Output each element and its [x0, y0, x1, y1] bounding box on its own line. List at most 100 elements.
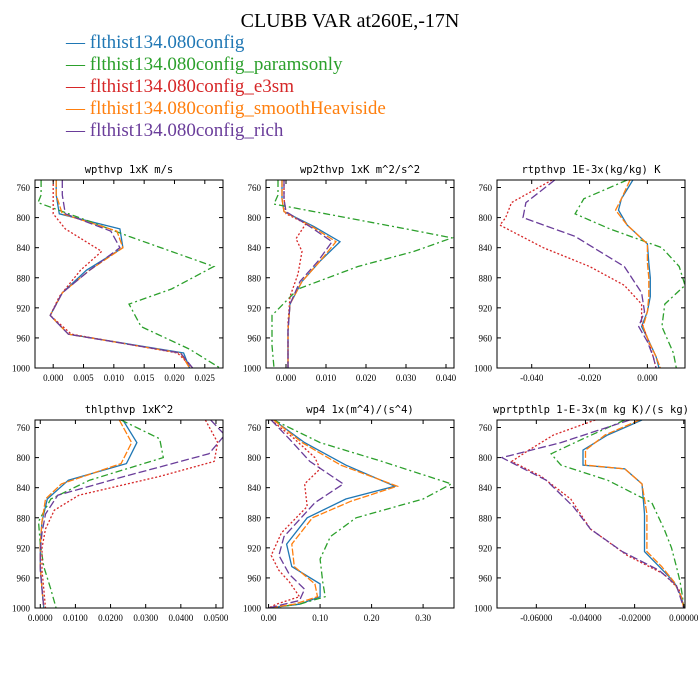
series-line-3	[41, 420, 219, 608]
x-tick-label: 0.020	[164, 373, 185, 383]
legend-swatch-3: —	[66, 76, 90, 97]
legend-label-2: flthist134.080config_paramsonly	[89, 54, 343, 75]
x-tick-label: 0.000	[276, 373, 297, 383]
x-tick-label: 0.020	[356, 373, 377, 383]
chart-title: CLUBB VAR at260E,-17N	[240, 10, 460, 32]
legend-entry-2: — flthist134.080config_paramsonly	[66, 54, 386, 76]
legend-label-4: flthist134.080config_smoothHeaviside	[89, 98, 386, 119]
series-line-4	[281, 180, 337, 368]
x-tick-label: -0.02000	[618, 613, 651, 623]
y-tick-label: 800	[248, 213, 262, 223]
x-tick-label: 0.030	[396, 373, 417, 383]
y-tick-label: 840	[248, 483, 262, 493]
x-tick-label: 0.005	[73, 373, 94, 383]
legend-entry-5: — flthist134.080config_rich	[66, 120, 386, 142]
series-line-2	[268, 420, 454, 608]
x-tick-label: -0.020	[578, 373, 602, 383]
y-tick-label: 920	[17, 303, 31, 313]
y-tick-label: 1000	[474, 604, 493, 614]
x-tick-label: -0.06000	[520, 613, 553, 623]
x-tick-label: 0.0400	[168, 613, 193, 623]
y-tick-label: 920	[479, 303, 493, 313]
series-line-5	[39, 420, 223, 608]
x-tick-label: 0.10	[312, 613, 328, 623]
y-tick-label: 800	[479, 213, 493, 223]
series-line-5	[268, 420, 345, 608]
series-line-4	[39, 420, 133, 608]
series-line-3	[49, 180, 194, 368]
y-tick-label: 1000	[243, 604, 262, 614]
y-tick-label: 960	[17, 333, 31, 343]
y-tick-label: 840	[17, 243, 31, 253]
y-tick-label: 760	[17, 423, 31, 433]
y-tick-label: 880	[17, 273, 31, 283]
series-line-5	[522, 180, 657, 368]
legend-label-3: flthist134.080config_e3sm	[89, 76, 294, 97]
panel-1: wpthvp 1xK m/s 760 800 840 880 920 960 1000 0.00…	[12, 164, 224, 383]
legend-entry-3: — flthist134.080config_e3sm	[66, 76, 386, 98]
series-line-2	[271, 180, 454, 368]
panel-title: wp4 1x(m^4)/(s^4)	[306, 404, 413, 416]
panel-frame	[265, 179, 455, 369]
series-line-4	[268, 420, 400, 608]
series-line-3	[510, 420, 685, 608]
x-tick-label: 0.010	[316, 373, 337, 383]
x-tick-label: 0.0100	[63, 613, 88, 623]
y-tick-label: 880	[248, 513, 262, 523]
x-tick-label: 0.000	[43, 373, 64, 383]
panel-title: wpthvp 1xK m/s	[85, 164, 174, 176]
panel-3: rtpthvp 1E-3x(kg/kg) K 760 800 840 880 920 960…	[474, 164, 686, 383]
series-line-4	[584, 420, 685, 608]
x-tick-label: -0.040	[520, 373, 544, 383]
x-tick-label: 0.20	[364, 613, 380, 623]
y-tick-label: 1000	[474, 364, 493, 374]
x-tick-label: 0.015	[134, 373, 155, 383]
x-tick-label: 0.30	[415, 613, 431, 623]
x-tick-label: 0.040	[436, 373, 457, 383]
x-tick-label: 0.0000	[28, 613, 53, 623]
panel-2: wp2thvp 1xK m^2/s^2 760 800 840 880 920 960 100…	[243, 164, 457, 383]
panel-title: wprtpthlp 1-E-3x(m kg K)/(s kg)	[493, 404, 689, 416]
legend: — flthist134.080config — flthist134.080c…	[66, 32, 386, 142]
y-tick-label: 920	[479, 543, 493, 553]
x-tick-label: 0.000	[637, 373, 658, 383]
y-tick-label: 960	[479, 333, 493, 343]
series-line-2	[37, 180, 221, 368]
legend-swatch-2: —	[66, 54, 90, 75]
panel-frame	[265, 419, 455, 609]
series-line-4	[614, 180, 662, 368]
y-tick-label: 880	[479, 513, 493, 523]
series-line-3	[268, 420, 321, 608]
legend-entry-4: — flthist134.080config_smoothHeaviside	[66, 98, 386, 120]
y-tick-label: 920	[248, 543, 262, 553]
x-tick-label: 0.025	[195, 373, 216, 383]
series-line-1	[281, 180, 342, 368]
panel-frame	[34, 419, 224, 609]
panel-6: wprtpthlp 1-E-3x(m kg K)/(s kg)760 800 840…	[474, 404, 699, 623]
series-line-4	[49, 180, 191, 368]
panel-4: thlpthvp 1xK^2 760 800 840 880 920 960 10000.00…	[12, 404, 229, 623]
x-tick-label: 0.0500	[204, 613, 229, 623]
series-line-1	[582, 420, 685, 608]
y-tick-label: 960	[479, 573, 493, 583]
series-line-1	[49, 180, 191, 368]
y-tick-label: 840	[479, 243, 493, 253]
series-line-1	[39, 420, 138, 608]
series-line-3	[498, 180, 657, 368]
panel-frame	[496, 419, 686, 609]
legend-swatch-1: —	[66, 32, 90, 53]
series-line-5	[283, 180, 333, 368]
y-tick-label: 800	[17, 453, 31, 463]
x-tick-label: -0.04000	[569, 613, 602, 623]
series-line-2	[37, 420, 165, 608]
y-tick-label: 960	[248, 333, 262, 343]
y-tick-label: 760	[479, 423, 493, 433]
y-tick-label: 880	[17, 513, 31, 523]
legend-swatch-5: —	[66, 120, 90, 141]
y-tick-label: 760	[248, 183, 262, 193]
panel-frame	[496, 179, 686, 369]
panel-title: wp2thvp 1xK m^2/s^2	[300, 164, 420, 176]
y-tick-label: 760	[479, 183, 493, 193]
series-line-1	[268, 420, 397, 608]
